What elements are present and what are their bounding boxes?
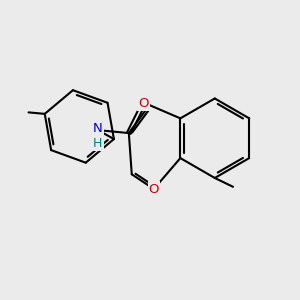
Text: O: O — [138, 97, 149, 110]
Text: N: N — [93, 122, 103, 135]
Text: O: O — [148, 182, 159, 196]
Text: H: H — [93, 137, 103, 150]
